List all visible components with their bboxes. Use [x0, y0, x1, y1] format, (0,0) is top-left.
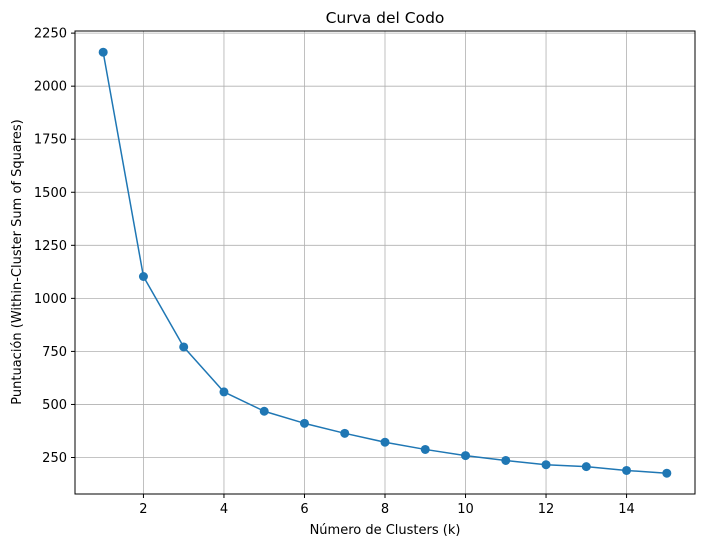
data-point [541, 460, 551, 470]
data-point [461, 451, 471, 461]
data-point [138, 272, 148, 282]
data-point [420, 444, 430, 454]
y-tick-label: 1750 [34, 133, 67, 148]
data-point [340, 428, 350, 438]
data-point [662, 468, 672, 478]
x-tick-label: 4 [220, 502, 228, 517]
x-tick-label: 2 [139, 502, 147, 517]
x-tick-label: 8 [381, 502, 389, 517]
data-point [501, 455, 511, 465]
series-layer [98, 47, 672, 478]
chart-title: Curva del Codo [326, 9, 445, 27]
x-tick-label: 10 [457, 502, 474, 517]
y-tick-label: 750 [42, 345, 67, 360]
data-point [219, 387, 229, 397]
y-tick-label: 1250 [34, 239, 67, 254]
data-point [622, 465, 632, 475]
y-tick-label: 2000 [34, 80, 67, 95]
data-point [299, 418, 309, 428]
x-tick-label: 6 [300, 502, 308, 517]
y-tick-label: 1500 [34, 186, 67, 201]
x-tick-label: 12 [538, 502, 555, 517]
grid [75, 31, 695, 494]
y-tick-label: 500 [42, 398, 67, 413]
data-point [380, 437, 390, 447]
y-axis-title: Puntuación (Within-Cluster Sum of Square… [10, 119, 25, 404]
data-point [98, 47, 108, 57]
x-tick-label: 14 [618, 502, 635, 517]
y-tick-label: 2250 [34, 27, 67, 42]
data-point [259, 406, 269, 416]
y-tick-label: 250 [42, 451, 67, 466]
y-axis: 250 500 750 1000 1250 1500 1750 2000 2250 [34, 27, 75, 466]
x-axis-title: Número de Clusters (k) [310, 523, 461, 538]
x-axis: 2 4 6 8 10 12 14 [139, 494, 635, 517]
data-point [581, 462, 591, 472]
y-tick-label: 1000 [34, 292, 67, 307]
data-point [179, 342, 189, 352]
